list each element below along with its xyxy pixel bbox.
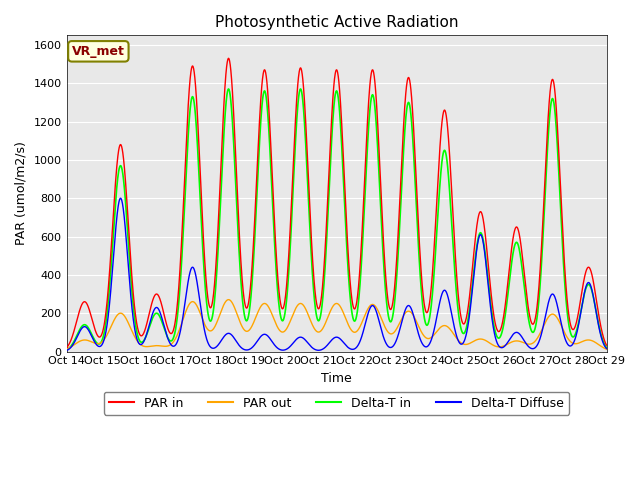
Title: Photosynthetic Active Radiation: Photosynthetic Active Radiation [215, 15, 458, 30]
X-axis label: Time: Time [321, 372, 352, 385]
Legend: PAR in, PAR out, Delta-T in, Delta-T Diffuse: PAR in, PAR out, Delta-T in, Delta-T Dif… [104, 392, 570, 415]
Text: VR_met: VR_met [72, 45, 125, 58]
Y-axis label: PAR (umol/m2/s): PAR (umol/m2/s) [15, 142, 28, 245]
